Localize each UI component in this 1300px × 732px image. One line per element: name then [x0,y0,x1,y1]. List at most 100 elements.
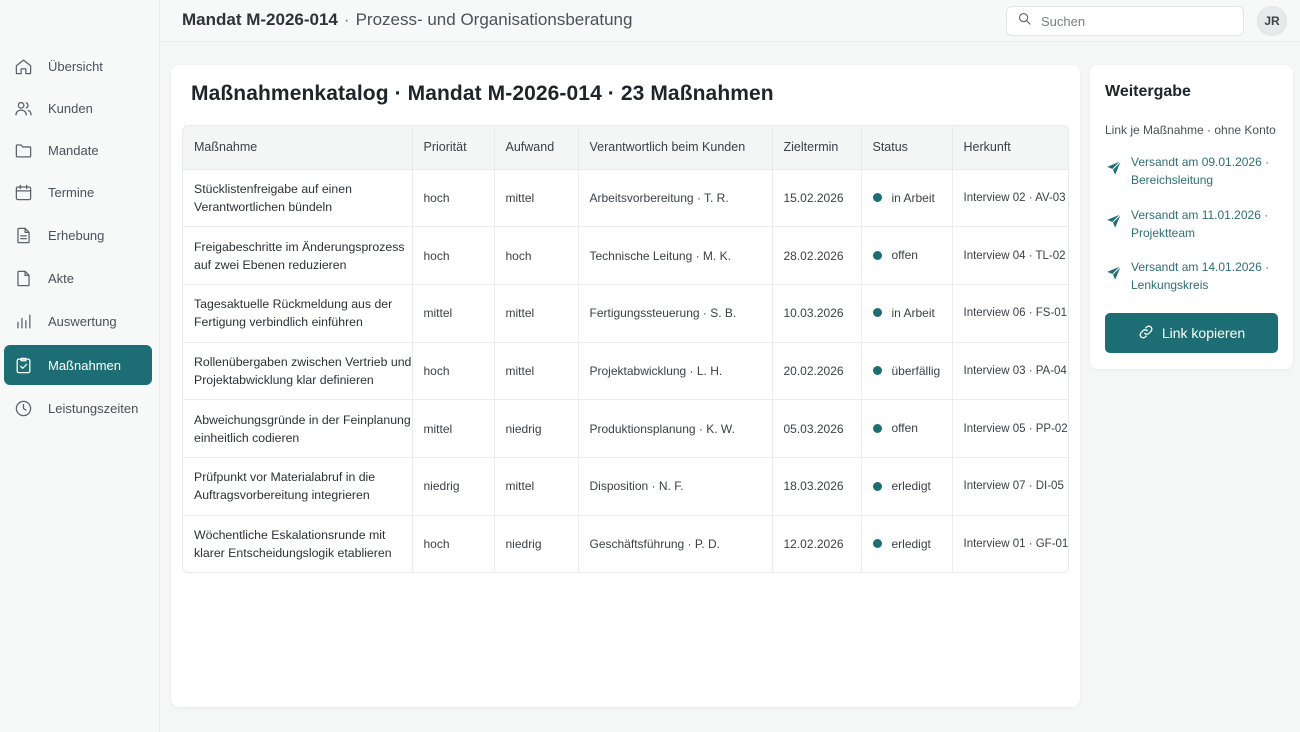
sidebar-item-label: Erhebung [48,227,105,243]
measure-cell: Abweichungsgründe in der Feinplanung ein… [183,399,413,458]
users-icon [13,98,33,118]
measure-cell: Freigabeschritte im Änderungsprozess auf… [183,226,413,285]
status-cell: erledigt [861,457,953,516]
owner-cell: Technische Leitung · M. K. [578,226,773,285]
origin-cell: Interview 02 · AV-03 [952,169,1068,228]
status-cell: offen [861,399,953,458]
column-header-verantwortlich[interactable]: Verantwortlich beim Kunden [578,126,773,170]
share-subtitle: Link je Maßnahme · ohne Konto [1105,123,1276,137]
sidebar-item-label: Maßnahmen [48,357,121,373]
sidebar-item-label: Kunden [48,100,93,116]
share-history-text: Versandt am 14.01.2026 · Lenkungskreis [1131,260,1270,292]
measure-cell: Prüfpunkt vor Materialabruf in die Auftr… [183,457,413,516]
send-icon [1105,206,1123,235]
column-header-prioritaet[interactable]: Priorität [412,126,495,170]
effort-cell: mittel [494,457,579,516]
avatar[interactable]: JR [1257,6,1287,36]
status-cell: offen [861,226,953,285]
sidebar-item-akte[interactable]: Akte [4,258,152,298]
due-date-cell: 10.03.2026 [772,284,862,343]
owner-cell: Fertigungssteuerung · S. B. [578,284,773,343]
effort-cell: mittel [494,169,579,228]
folder-icon [13,140,33,160]
status-label: erledigt [891,479,931,494]
status-dot [872,539,882,549]
priority-cell: hoch [412,342,495,401]
share-panel: Weitergabe Link je Maßnahme · ohne Konto… [1090,65,1293,369]
clock-icon [13,398,33,418]
sidebar-item-auswertung[interactable]: Auswertung [4,301,152,341]
status-label: in Arbeit [891,305,935,320]
sidebar-item-kunden[interactable]: Kunden [4,88,152,128]
share-history-item: Versandt am 11.01.2026 · Projektteam [1105,206,1285,242]
effort-cell: mittel [494,342,579,401]
table-row[interactable]: Rollenübergaben zwischen Vertrieb und Pr… [183,342,1068,401]
owner-cell: Geschäftsführung · P. D. [578,515,773,572]
status-dot [872,481,882,491]
status-label: in Arbeit [891,190,935,205]
effort-cell: niedrig [494,399,579,458]
origin-cell: Interview 01 · GF-01 [963,538,1069,551]
effort-cell: mittel [494,284,579,343]
priority-cell: niedrig [412,457,495,516]
table-row[interactable]: Stücklistenfreigabe auf einen Verantwort… [183,169,1068,228]
share-history-item: Versandt am 14.01.2026 · Lenkungskreis [1105,258,1285,294]
topbar: Mandat M-2026-014 · Prozess- und Organisat… [160,0,1300,42]
column-header-herkunft[interactable]: Herkunft [952,126,1068,170]
status-label: offen [891,421,918,436]
status-dot [872,366,882,376]
due-date-cell: 15.02.2026 [772,169,862,228]
catalog-card: Maßnahmenkatalog · Mandat M-2026-014 · 2… [171,65,1080,707]
share-history-text: Versandt am 11.01.2026 · Projektteam [1131,208,1269,240]
document-icon [13,225,33,245]
table-header-row: Maßnahme Priorität Aufwand Verantwortlic… [183,126,1068,170]
copy-link-button[interactable]: Link kopieren [1105,313,1278,353]
mandate-subtitle: Prozess- und Organisationsberatung [355,10,633,29]
measure-cell: Rollenübergaben zwischen Vertrieb und Pr… [183,342,413,401]
table-row[interactable]: Abweichungsgründe in der Feinplanung ein… [183,399,1068,458]
table-row[interactable]: Prüfpunkt vor Materialabruf in die Auftr… [183,457,1068,516]
table-row[interactable]: Tagesaktuelle Rückmeldung aus der Fertig… [183,284,1068,343]
status-cell: erledigt [861,515,953,572]
sidebar-item-uebersicht[interactable]: Übersicht [4,46,152,86]
send-icon [1105,258,1123,287]
column-header-aufwand[interactable]: Aufwand [494,126,579,170]
origin-cell: Interview 05 · PP-02 [952,399,1068,458]
priority-cell: mittel [412,284,495,343]
due-date-cell: 12.02.2026 [772,515,862,572]
table-row[interactable]: Freigabeschritte im Änderungsprozess auf… [183,226,1068,285]
column-header-status[interactable]: Status [861,126,953,170]
column-header-zieltermin[interactable]: Zieltermin [772,126,862,170]
checklist-icon [13,355,33,375]
search-box[interactable] [1006,6,1244,36]
status-dot [872,423,882,433]
link-icon [1138,324,1162,343]
sidebar-item-label: Leistungszeiten [48,400,139,416]
sidebar-item-massnahmen[interactable]: Maßnahmen [4,345,152,385]
sidebar-item-erhebung[interactable]: Erhebung [4,215,152,255]
priority-cell: hoch [412,515,495,572]
search-icon [1017,11,1032,31]
sidebar-item-leistungszeiten[interactable]: Leistungszeiten [4,388,152,428]
effort-cell: niedrig [494,515,579,572]
priority-cell: hoch [412,169,495,228]
search-input[interactable] [1041,13,1231,29]
column-header-massnahme[interactable]: Maßnahme [183,126,413,170]
priority-cell: hoch [412,226,495,285]
due-date-cell: 05.03.2026 [772,399,862,458]
table-row[interactable]: Wöchentliche Eskalationsrunde mit klarer… [183,515,1069,572]
file-icon [13,268,33,288]
due-date-cell: 28.02.2026 [772,226,862,285]
status-cell: in Arbeit [861,169,953,228]
effort-cell: hoch [494,226,579,285]
measure-cell: Stücklistenfreigabe auf einen Verantwort… [183,169,413,228]
measures-table: Maßnahme Priorität Aufwand Verantwortlic… [183,126,1069,572]
due-date-cell: 18.03.2026 [772,457,862,516]
sidebar-item-label: Mandate [48,142,99,158]
sidebar-item-termine[interactable]: Termine [4,172,152,212]
send-icon [1105,153,1123,182]
copy-link-label: Link kopieren [1161,325,1246,341]
sidebar-item-mandate[interactable]: Mandate [4,130,152,170]
status-cell: überfällig [861,342,953,401]
measure-cell: Wöchentliche Eskalationsrunde mit klarer… [183,515,413,572]
